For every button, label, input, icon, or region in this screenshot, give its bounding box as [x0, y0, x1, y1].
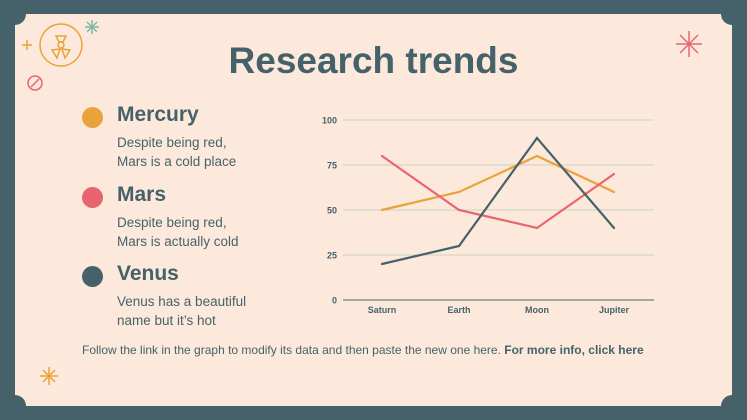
plus-icon: [22, 40, 32, 50]
footer-note: Follow the link in the graph to modify i…: [82, 343, 644, 357]
data-point: [612, 226, 616, 230]
sparkle-icon: [85, 20, 99, 34]
y-tick-label: 25: [327, 251, 337, 261]
item-desc: Despite being red, Mars is actually cold: [117, 215, 239, 249]
series-line-2: [381, 136, 615, 266]
data-point: [535, 226, 539, 230]
y-tick-label: 50: [327, 206, 337, 216]
x-tick-label: Earth: [447, 305, 470, 315]
x-tick-label: Moon: [525, 305, 549, 315]
frame-corner: [721, 395, 743, 417]
more-info-link[interactable]: For more info, click here: [504, 343, 644, 357]
frame-corner: [4, 3, 26, 25]
data-point: [380, 208, 384, 212]
sparkle-icon: [40, 367, 58, 385]
x-tick-label: Jupiter: [599, 305, 630, 315]
item-desc: Venus has a beautiful name but it’s hot: [117, 294, 247, 328]
data-point: [612, 190, 616, 194]
page-title: Research trends: [228, 40, 519, 81]
data-point: [457, 208, 461, 212]
mercury-dot: [82, 107, 103, 128]
frame-corner: [721, 3, 743, 25]
series-line-0: [381, 154, 615, 212]
data-point: [380, 154, 384, 158]
data-point: [535, 136, 539, 140]
forbidden-icon: [27, 75, 43, 91]
data-point: [380, 262, 384, 266]
item-name: Mercury: [117, 103, 199, 126]
y-tick-label: 0: [332, 296, 337, 306]
item-name: Venus: [117, 262, 179, 285]
venus-dot: [82, 266, 103, 287]
data-point: [457, 190, 461, 194]
data-point: [535, 154, 539, 158]
data-point: [457, 244, 461, 248]
radiation-icon: [39, 23, 83, 67]
item-desc: Despite being red, Mars is a cold place: [117, 135, 237, 169]
y-tick-label: 100: [322, 116, 337, 126]
x-tick-label: Saturn: [368, 305, 397, 315]
y-tick-label: 75: [327, 161, 337, 171]
series-line-1: [381, 155, 615, 230]
sparkle-icon: [676, 31, 702, 57]
data-point: [612, 172, 616, 176]
item-name: Mars: [117, 183, 167, 206]
mars-dot: [82, 187, 103, 208]
frame-corner: [4, 395, 26, 417]
